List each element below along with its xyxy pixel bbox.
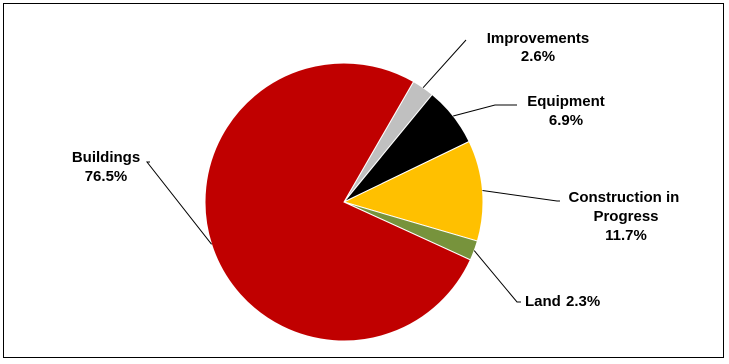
slice-value-construction: 11.7% <box>605 227 647 244</box>
slice-label-buildings: Buildings <box>72 149 140 166</box>
slice-label-land: Land <box>525 293 561 310</box>
slice-value-buildings: 76.5% <box>85 168 128 185</box>
leader-line-land <box>473 250 521 303</box>
leader-line-improvements <box>422 39 467 89</box>
pie-slice-construction-in-progress <box>342 140 484 242</box>
slice-label-equipment: Equipment <box>527 93 605 110</box>
slice-value-equipment: 6.9% <box>549 112 583 129</box>
slice-value-improvements: 2.6% <box>521 48 555 65</box>
leader-line-buildings <box>145 161 212 245</box>
slice-label-construction: Construction in Progress <box>569 189 684 225</box>
leader-line-equipment <box>453 104 517 117</box>
slice-value-land: 2.3% <box>566 293 600 310</box>
leader-lines <box>145 39 560 303</box>
pie-slices <box>204 62 484 342</box>
leader-line-construction-in-progress <box>482 190 560 202</box>
slice-label-improvements: Improvements <box>487 30 590 47</box>
